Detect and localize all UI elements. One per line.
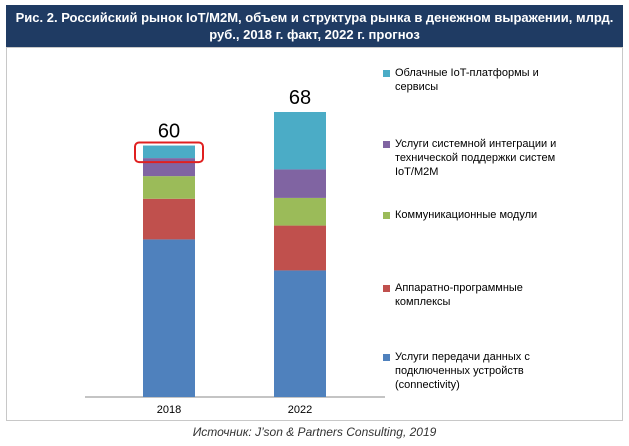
legend-label: Услуги системной интеграции и техническо…: [395, 138, 557, 178]
legend-label: Услуги передачи данных с подключенных ус…: [395, 351, 530, 391]
bar-segment: [143, 239, 195, 397]
bar-segment: [274, 197, 326, 226]
source: Источник: J’son & Partners Consulting, 2…: [192, 425, 437, 439]
bar-segment: [143, 198, 195, 240]
x-tick-label: 2018: [157, 404, 181, 416]
bar-segment: [274, 225, 326, 271]
legend-swatch: [383, 285, 390, 292]
bar-segment: [143, 145, 195, 159]
bar-segment: [274, 169, 326, 198]
total-label: 60: [158, 121, 180, 143]
x-tick-label: 2022: [288, 404, 312, 416]
legend-label: Коммуникационные модули: [395, 209, 538, 221]
bar-segment: [143, 176, 195, 199]
legend-label: Облачные IoT-платформы и сервисы: [395, 67, 539, 93]
highlight-box: [134, 141, 204, 164]
total-label: 68: [289, 87, 311, 109]
bar-segment: [143, 158, 195, 177]
legend-swatch: [383, 354, 390, 361]
bar-segment: [274, 270, 326, 397]
legend-swatch: [383, 212, 390, 219]
legend-swatch: [383, 70, 390, 77]
legend-label: Аппаратно-программные комплексы: [395, 282, 523, 308]
bar-segment: [274, 112, 326, 170]
chart-title: Рис. 2. Российский рынок IoT/M2M, объем …: [6, 5, 623, 47]
chart-frame: [6, 47, 623, 421]
legend-swatch: [383, 141, 390, 148]
